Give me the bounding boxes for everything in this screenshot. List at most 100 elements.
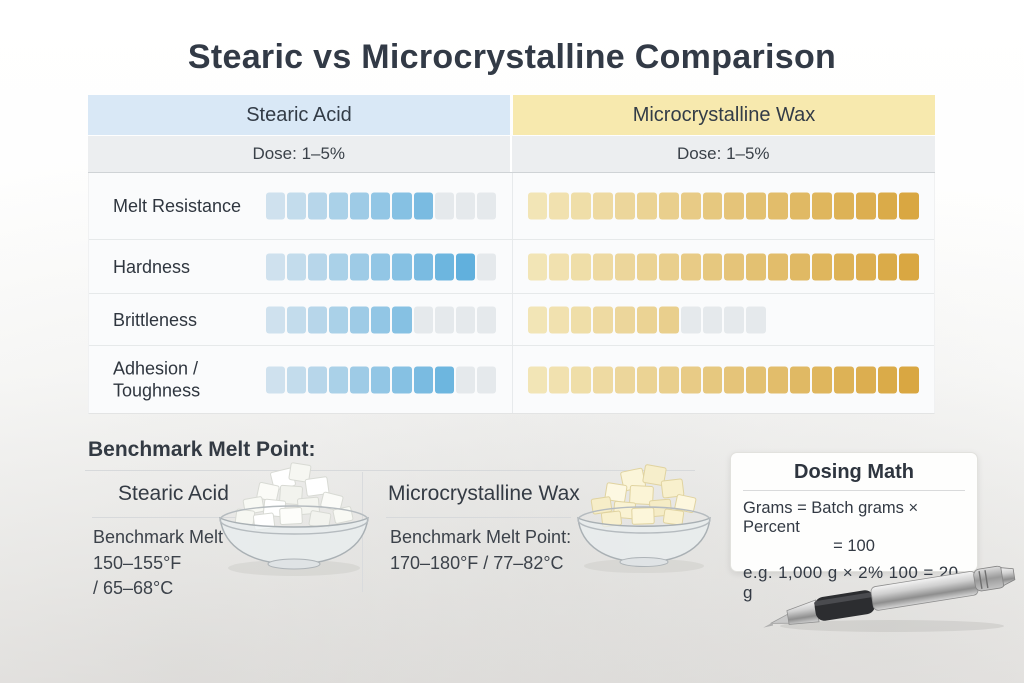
bar-segment (724, 306, 745, 333)
bar-segment (833, 366, 854, 393)
bar-segment (350, 306, 370, 333)
bar-segment (768, 253, 788, 280)
bar-segment (636, 366, 657, 393)
bar-segment (266, 253, 286, 280)
cell-stearic: Adhesion / Toughness (89, 346, 512, 413)
bar-segment (476, 366, 496, 393)
bar-segment (615, 253, 635, 280)
rating-bar-stearic (266, 366, 496, 393)
bar-segment (308, 192, 328, 220)
column-header-microcrystalline: Microcrystalline Wax (513, 95, 935, 135)
bar-segment (329, 253, 349, 280)
bar-segment (702, 306, 723, 333)
table-row: Adhesion / Toughness (89, 346, 934, 413)
row-label: Adhesion / Toughness (113, 358, 201, 401)
bar-segment (680, 306, 701, 333)
bar-segment (455, 192, 475, 220)
bar-segment (455, 306, 475, 333)
bar-segment (636, 192, 657, 220)
row-label: Brittleness (113, 309, 198, 330)
bar-segment (877, 192, 898, 220)
bar-segment (476, 253, 496, 280)
bar-segment (434, 253, 454, 280)
benchmark-name-stearic: Stearic Acid (118, 482, 229, 505)
bar-segment (413, 192, 433, 220)
bar-segment (768, 192, 788, 220)
bar-segment (593, 253, 613, 280)
dosing-example: e.g. 1,000 g × 2% 100 = 20 g (743, 563, 959, 602)
bar-segment (549, 253, 570, 280)
bar-segment (680, 366, 701, 393)
bar-segment (658, 253, 679, 280)
bar-segment (658, 366, 679, 393)
benchmark-line: / 65–68°C (93, 578, 174, 599)
bar-segment (413, 306, 433, 333)
bar-segment (658, 192, 679, 220)
rating-bar-microcrystalline (527, 366, 920, 393)
bar-segment (350, 366, 370, 393)
bar-segment (329, 306, 349, 333)
bar-segment (724, 192, 745, 220)
bar-segment (549, 306, 570, 333)
table-row: Hardness (89, 240, 934, 294)
bar-segment (811, 192, 832, 220)
benchmark-underline-microcrystalline (386, 517, 571, 518)
bar-segment (593, 366, 613, 393)
comparison-table: Stearic Acid Microcrystalline Wax Dose: … (88, 95, 935, 415)
bar-segment (615, 192, 635, 220)
benchmark-section: Benchmark Melt Point: Stearic Acid Bench… (0, 430, 1024, 683)
bar-segment (746, 366, 767, 393)
bar-segment (899, 192, 920, 220)
bar-segment (371, 253, 391, 280)
bar-segment (746, 192, 767, 220)
bar-segment (392, 306, 412, 333)
bar-segment (287, 306, 307, 333)
dosing-math-title: Dosing Math (743, 461, 965, 491)
bar-segment (287, 192, 307, 220)
bar-segment (455, 253, 475, 280)
benchmark-line: 150–155°F (93, 552, 182, 573)
benchmark-name-microcrystalline: Microcrystalline Wax (388, 482, 580, 505)
bar-segment (413, 253, 433, 280)
bar-segment (329, 192, 349, 220)
table-body: Melt Resistance Hardness Brittleness Adhesi… (88, 173, 935, 414)
bar-segment (392, 366, 412, 393)
dosing-math-card: Dosing Math Grams = Batch grams × Percen… (730, 452, 978, 602)
bar-segment (527, 253, 548, 280)
bar-segment (833, 253, 854, 280)
bar-segment (702, 366, 723, 393)
cell-microcrystalline (512, 294, 935, 345)
bar-segment (527, 306, 548, 333)
bar-segment (476, 306, 496, 333)
bar-segment (724, 253, 745, 280)
cell-stearic: Hardness (89, 240, 512, 293)
rating-bar-stearic (266, 253, 496, 280)
bar-segment (308, 366, 328, 393)
bar-segment (746, 306, 767, 333)
wax-cubes (590, 464, 697, 528)
bar-segment (680, 192, 701, 220)
bar-segment (350, 192, 370, 220)
bar-segment (571, 253, 592, 280)
rating-bar-microcrystalline (527, 306, 767, 333)
bar-segment (371, 306, 391, 333)
benchmark-underline-stearic (92, 517, 262, 518)
bar-segment (790, 366, 810, 393)
rating-bar-stearic (266, 192, 496, 220)
bar-segment (434, 366, 454, 393)
bar-segment (527, 192, 548, 220)
bar-segment (855, 366, 876, 393)
bar-segment (455, 366, 475, 393)
benchmark-heading: Benchmark Melt Point: (88, 438, 316, 461)
bar-segment (855, 253, 876, 280)
benchmark-line: 170–180°F / 77–82°C (390, 552, 564, 573)
pen-image (763, 565, 1016, 632)
bar-segment (434, 306, 454, 333)
bar-segment (350, 253, 370, 280)
cell-stearic: Brittleness (89, 294, 512, 345)
bar-segment (790, 253, 810, 280)
benchmark-details-stearic: Benchmark Melt 150–155°F / 65–68°C (93, 525, 223, 602)
table-header-row: Stearic Acid Microcrystalline Wax (88, 95, 935, 135)
benchmark-line: Benchmark Melt Point: (390, 527, 572, 547)
bar-segment (266, 366, 286, 393)
